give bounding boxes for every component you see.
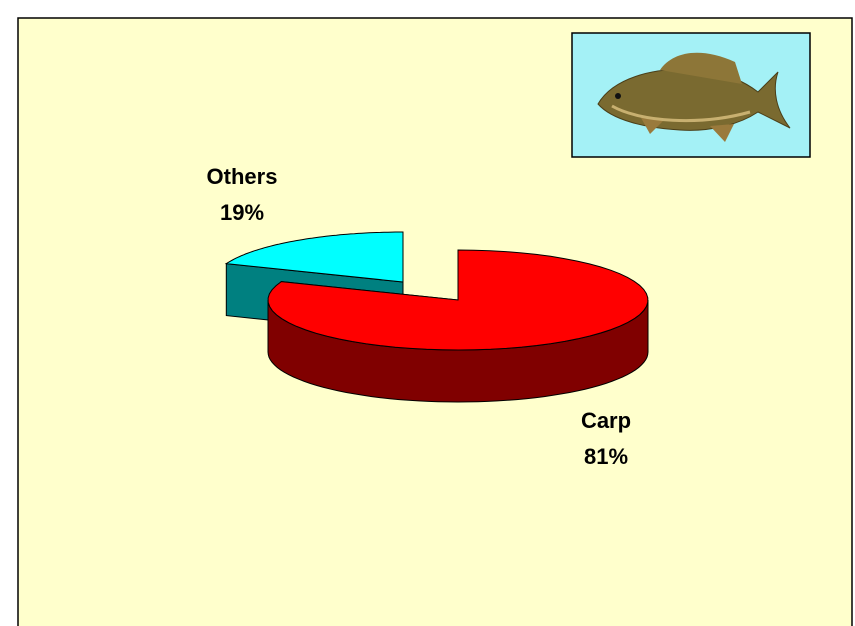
slice bbox=[267, 249, 649, 351]
fish-picture bbox=[571, 32, 811, 158]
slice-value-label: 19% bbox=[220, 200, 264, 225]
fish-fin bbox=[660, 52, 742, 84]
slice-label: Others bbox=[207, 164, 278, 189]
fish-eye bbox=[615, 93, 621, 99]
fish-belly bbox=[611, 104, 751, 123]
slice-value-label: 81% bbox=[584, 444, 628, 469]
slice-label: Carp bbox=[581, 408, 631, 433]
slice bbox=[224, 231, 404, 283]
